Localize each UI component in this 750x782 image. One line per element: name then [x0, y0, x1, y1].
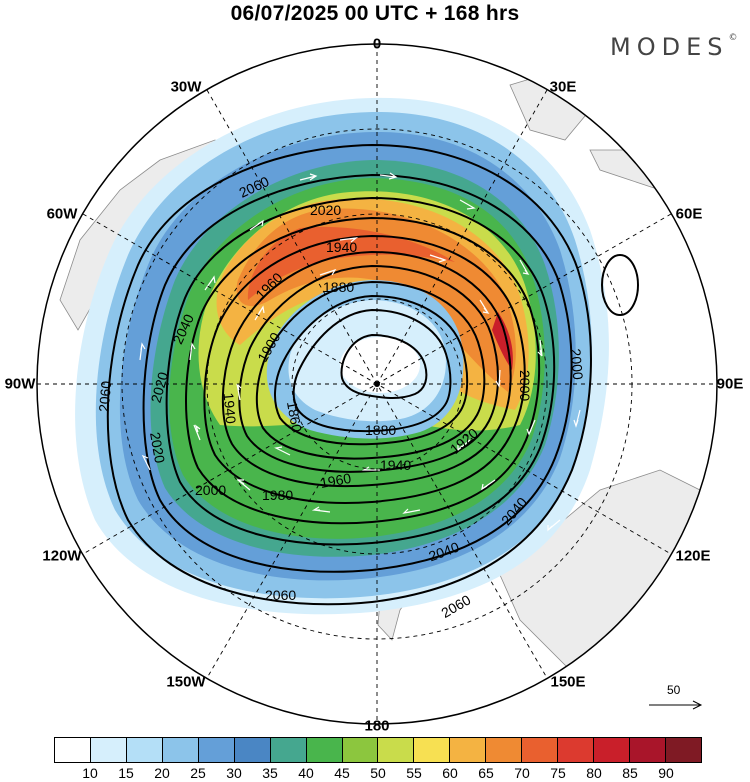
lon-label-150e: 150E	[550, 673, 586, 691]
lon-label-180: 180	[364, 717, 390, 735]
colorbar-tick-label: 80	[586, 765, 602, 781]
lon-label-0: 0	[372, 35, 382, 53]
contour-closed-east	[601, 254, 639, 316]
contour-1860	[340, 333, 428, 399]
contour-1940	[238, 264, 499, 473]
contour-2060	[106, 143, 592, 606]
vector-reference-arrow-icon	[649, 700, 703, 710]
colorbar-tick-label: 45	[334, 765, 350, 781]
shade-pole-white	[340, 337, 420, 393]
lon-label-120w: 120W	[42, 547, 82, 565]
colorbar-swatch	[486, 738, 523, 762]
contour-label: 1960	[319, 470, 353, 491]
brand-text: MODES	[610, 33, 729, 61]
lon-label-120e: 120E	[675, 547, 711, 565]
colorbar-swatch	[234, 738, 271, 762]
contour-label: 2020	[147, 431, 168, 465]
colorbar-tick-label: 55	[406, 765, 422, 781]
contour-label: 2000	[195, 482, 226, 498]
height-contours	[106, 143, 639, 606]
colorbar-swatch	[126, 738, 163, 762]
colorbar-tick-label: 30	[226, 765, 242, 781]
contour-label: 1880	[323, 279, 354, 295]
colorbar-swatch	[306, 738, 343, 762]
wind-speed-colorbar	[54, 737, 702, 763]
contour-2020	[165, 196, 556, 546]
wind-vectors	[139, 172, 581, 532]
colorbar-swatch	[594, 738, 630, 762]
contour-label: 2060	[265, 587, 296, 603]
shade-75	[247, 226, 455, 300]
colorbar-tick-label: 35	[262, 765, 278, 781]
colorbar-tick-label: 60	[442, 765, 458, 781]
vector-reference: 50	[647, 683, 703, 713]
contour-1880	[292, 308, 452, 433]
copyright-mark: ©	[728, 33, 738, 43]
colorbar-tick-label: 85	[622, 765, 638, 781]
colorbar-ticks: 10 15 20 25 30 35 40 45 50 55 60 65 70 75 80 85 90	[54, 765, 702, 782]
contour-label: 2020	[148, 370, 172, 404]
contour-label: 2060	[96, 380, 115, 413]
colorbar-swatch	[378, 738, 415, 762]
lon-label-30e: 30E	[549, 78, 577, 96]
colorbar-tick-label: 25	[190, 765, 206, 781]
colorbar-tick-label: 40	[298, 765, 314, 781]
contour-label: 2000	[517, 370, 533, 401]
map-disc	[37, 44, 717, 724]
colorbar-tick-label: 20	[154, 765, 170, 781]
contour-1920	[255, 280, 486, 460]
contour-label: 1940	[221, 392, 240, 425]
contour-1980	[203, 234, 526, 504]
colorbar-tick-label: 65	[478, 765, 494, 781]
contour-label: 1940	[326, 239, 357, 255]
colorbar-swatch	[558, 738, 595, 762]
contour-1900	[274, 294, 469, 446]
contour-1960	[221, 250, 512, 488]
contour-2040	[142, 173, 573, 573]
colorbar-swatch	[630, 738, 666, 762]
vector-reference-label: 50	[667, 683, 681, 697]
map-title: 06/07/2025 00 UTC + 168 hrs	[230, 2, 520, 25]
colorbar-tick-label: 10	[82, 765, 98, 781]
colorbar-tick-label: 90	[658, 765, 674, 781]
contour-label: 1880	[365, 422, 396, 438]
shade-80	[492, 312, 513, 370]
contour-2000	[185, 216, 541, 525]
contour-label: 1860	[284, 400, 305, 434]
contour-label-layer: 2060 2020 1940 1960 2040 1880 1900 2020 …	[96, 173, 587, 621]
colorbar-swatch	[55, 738, 91, 762]
lon-label-60w: 60W	[46, 205, 78, 223]
colorbar-swatch	[270, 738, 307, 762]
colorbar-swatch	[198, 738, 235, 762]
contour-label: 1980	[262, 487, 293, 503]
colorbar-swatch	[522, 738, 559, 762]
lon-label-150w: 150W	[166, 673, 206, 691]
map-boundary	[36, 43, 718, 725]
colorbar-tick-label: 15	[118, 765, 134, 781]
modes-logo: MODES©	[610, 33, 737, 61]
colorbar-swatch	[342, 738, 379, 762]
lon-label-60e: 60E	[675, 205, 703, 223]
lon-label-90w: 90W	[4, 375, 36, 393]
colorbar-swatch	[450, 738, 487, 762]
south-pole-marker	[374, 381, 380, 387]
contour-label: 2020	[310, 202, 341, 218]
colorbar-swatch	[414, 738, 451, 762]
contour-label: 1940	[380, 457, 411, 473]
colorbar-tick-label: 75	[550, 765, 566, 781]
colorbar-swatch	[90, 738, 127, 762]
lon-label-30w: 30W	[170, 78, 202, 96]
contour-label: 2000	[568, 348, 587, 381]
lon-label-90e: 90E	[716, 375, 744, 393]
colorbar-swatch	[162, 738, 199, 762]
colorbar-swatch	[665, 738, 701, 762]
colorbar-tick-label: 50	[370, 765, 386, 781]
colorbar-tick-label: 70	[514, 765, 530, 781]
